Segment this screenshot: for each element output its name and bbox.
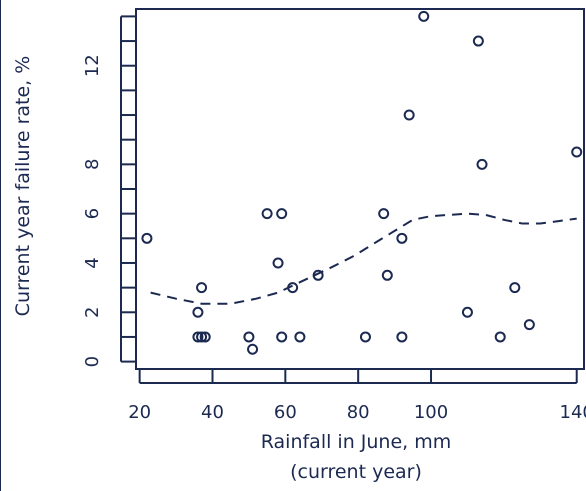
y-tick-label: 6 <box>82 208 103 219</box>
data-point <box>523 319 535 331</box>
plot-frame <box>135 8 585 370</box>
x-tick-label: 60 <box>274 402 297 423</box>
data-point <box>141 232 153 244</box>
data-point <box>461 306 473 318</box>
data-point <box>294 331 306 343</box>
data-point <box>276 331 288 343</box>
y-axis: 0 2 4 6 8 12 <box>82 15 136 367</box>
data-point <box>403 109 415 121</box>
data-points <box>141 10 583 355</box>
data-point <box>494 331 506 343</box>
data-point <box>378 208 390 220</box>
data-point <box>196 331 208 343</box>
y-tick-label: 0 <box>82 356 103 367</box>
data-point <box>381 269 393 281</box>
data-point <box>359 331 371 343</box>
data-point <box>312 269 324 281</box>
x-tick-label: 140 <box>560 402 586 423</box>
data-point <box>192 331 204 343</box>
data-point <box>199 331 211 343</box>
x-tick-label: 20 <box>128 402 151 423</box>
x-axis-title: Rainfall in June, mm <box>261 431 452 453</box>
x-axis: 20 40 60 80 100 140 <box>128 369 586 423</box>
data-point <box>287 282 299 294</box>
data-point <box>476 158 488 170</box>
data-point <box>396 232 408 244</box>
data-point <box>272 257 284 269</box>
y-tick-label: 12 <box>82 54 103 77</box>
data-point <box>247 343 259 355</box>
data-point <box>192 306 204 318</box>
x-tick-label: 40 <box>201 402 224 423</box>
x-axis-subtitle: (current year) <box>290 461 422 483</box>
trend-line-path <box>150 212 577 305</box>
data-point <box>472 35 484 47</box>
data-point <box>396 331 408 343</box>
x-tick-label: 100 <box>414 402 448 423</box>
data-point <box>196 282 208 294</box>
y-axis-title: Current year failure rate, % <box>12 56 34 317</box>
trend-line <box>150 212 577 305</box>
data-point <box>261 208 273 220</box>
data-point <box>509 282 521 294</box>
data-point <box>418 10 430 22</box>
y-tick-label: 8 <box>82 159 103 170</box>
data-point <box>276 208 288 220</box>
data-point <box>571 146 583 158</box>
y-tick-label: 2 <box>82 307 103 318</box>
data-point <box>243 331 255 343</box>
x-tick-label: 80 <box>347 402 370 423</box>
y-tick-label: 4 <box>82 257 103 268</box>
